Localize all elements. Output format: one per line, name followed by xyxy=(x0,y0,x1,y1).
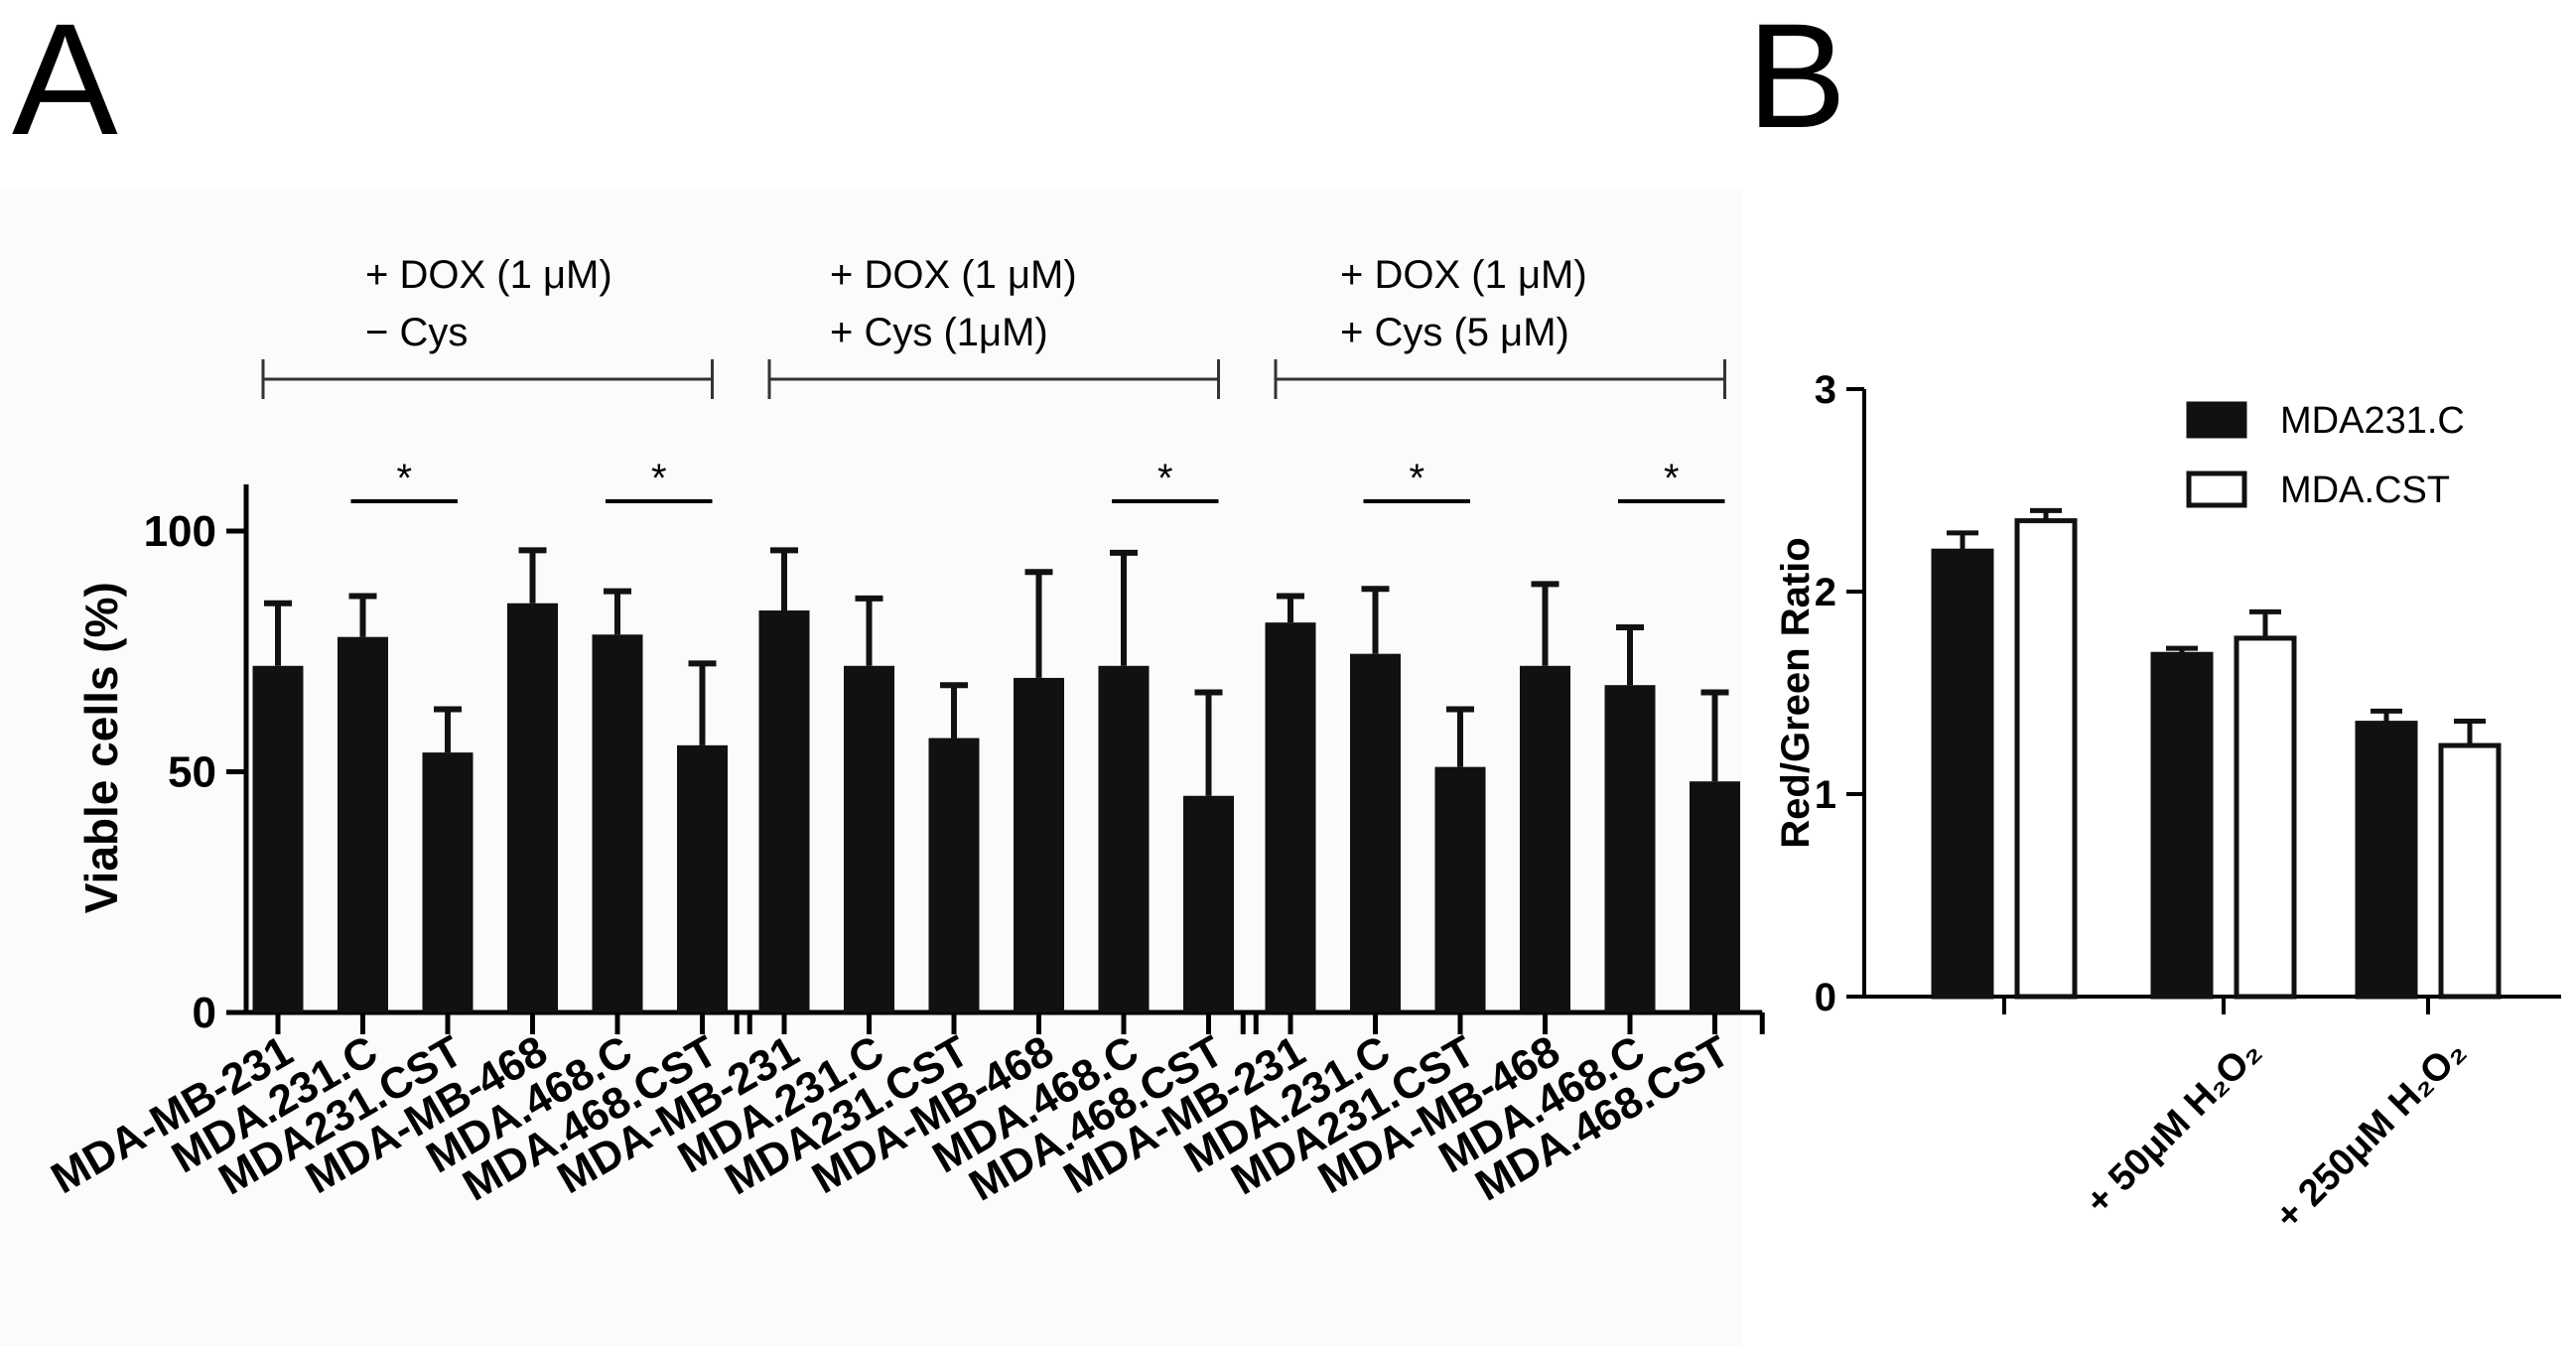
bar xyxy=(1434,766,1486,1012)
bar xyxy=(1183,795,1234,1012)
bar xyxy=(1014,677,1064,1012)
significance-star: * xyxy=(651,457,667,500)
condition-line-1: + DOX (1 μM) xyxy=(365,253,612,297)
condition-line-2: − Cys xyxy=(365,311,468,354)
legend-label: MDA231.C xyxy=(2280,400,2465,442)
bar xyxy=(338,636,388,1012)
bar xyxy=(2014,518,2078,1000)
bar xyxy=(252,665,304,1012)
y-axis-label: Red/Green Ratio xyxy=(1774,537,1818,848)
bar xyxy=(677,744,728,1012)
y-tick-label: 2 xyxy=(1815,571,1836,614)
legend-label: MDA.CST xyxy=(2280,470,2450,511)
significance-star: * xyxy=(1409,457,1424,500)
bar xyxy=(1604,685,1656,1012)
bar xyxy=(928,738,980,1012)
bar xyxy=(2438,742,2502,1000)
bar xyxy=(844,665,894,1012)
bar xyxy=(507,603,558,1012)
condition-line-1: + DOX (1 μM) xyxy=(1340,253,1587,297)
bar xyxy=(2234,635,2297,1000)
bar xyxy=(1098,665,1150,1012)
y-tick-label: 0 xyxy=(1815,976,1836,1019)
y-tick-label: 1 xyxy=(1815,773,1836,817)
panel-label-a: A xyxy=(12,0,118,168)
bar xyxy=(1350,653,1401,1012)
panel-label-b: B xyxy=(1747,0,1846,159)
x-tick-label: + 50μM H₂O₂ xyxy=(2078,1031,2269,1223)
y-tick-label: 50 xyxy=(168,748,216,797)
bar xyxy=(1690,781,1740,1012)
legend-swatch xyxy=(2186,471,2247,508)
bar xyxy=(422,752,474,1012)
y-tick-label: 100 xyxy=(144,507,216,556)
bar xyxy=(2355,721,2418,1000)
legend-swatch xyxy=(2186,401,2247,439)
bar xyxy=(1520,665,1570,1012)
bar xyxy=(758,610,810,1012)
significance-star: * xyxy=(1664,457,1680,500)
bar xyxy=(2150,651,2214,1000)
y-axis-label: Viable cells (%) xyxy=(75,582,127,913)
condition-line-2: + Cys (1μM) xyxy=(830,311,1048,354)
significance-star: * xyxy=(1157,457,1173,500)
bar xyxy=(592,634,643,1012)
bar xyxy=(1265,622,1316,1012)
chart-b: 0 1 2 3 Red/Green Ratio + 50μM H₂O₂+ 250μM H₂… xyxy=(1774,368,2561,1238)
significance-star: * xyxy=(396,457,412,500)
condition-line-2: + Cys (5 μM) xyxy=(1340,311,1569,354)
y-tick-label: 3 xyxy=(1815,368,1836,412)
x-tick-label: + 250μM H₂O₂ xyxy=(2267,1031,2474,1238)
condition-line-1: + DOX (1 μM) xyxy=(830,253,1077,297)
bar xyxy=(1931,548,1994,1000)
y-tick-label: 0 xyxy=(193,989,216,1037)
